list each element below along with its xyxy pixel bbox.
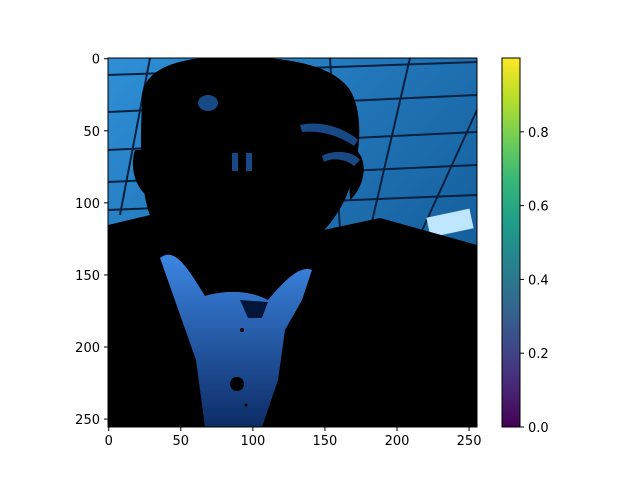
colorbar-tick-label: 0.2 [528, 347, 549, 362]
face-highlights [198, 95, 360, 171]
x-tick-label: 200 [385, 434, 410, 449]
x-tick-label: 0 [105, 434, 113, 449]
x-tick-label: 250 [457, 434, 482, 449]
plot-frame [107, 57, 478, 428]
x-tick-label: 50 [173, 434, 190, 449]
y-tick-label: 150 [75, 269, 100, 284]
shirt-buttons [230, 328, 248, 407]
y-tick-label: 50 [83, 125, 100, 140]
y-tick-label: 200 [75, 341, 100, 356]
left-ear [132, 150, 150, 195]
shirt-collar-shadow [240, 300, 268, 318]
colorbar-tick-label: 0.8 [528, 126, 549, 141]
y-axis: 0 50 100 150 200 250 [75, 53, 108, 428]
colorbar-gradient [501, 57, 521, 428]
x-axis: 0 50 100 150 200 250 [105, 427, 482, 449]
colorbar-tick-label: 0.6 [528, 200, 549, 215]
ceiling-light-panel [426, 208, 474, 238]
colorbar-tick-label: 0.0 [528, 421, 549, 436]
y-tick-label: 250 [75, 413, 100, 428]
x-tick-label: 100 [240, 434, 265, 449]
y-tick-label: 0 [92, 53, 100, 68]
colorbar: 0.0 0.2 0.4 0.6 0.8 [501, 57, 549, 436]
shirt [160, 254, 312, 427]
colorbar-ticks: 0.0 0.2 0.4 0.6 0.8 [520, 126, 549, 436]
image-plot [108, 58, 477, 427]
y-tick-label: 100 [75, 197, 100, 212]
x-tick-label: 150 [313, 434, 338, 449]
colorbar-tick-label: 0.4 [528, 273, 549, 288]
